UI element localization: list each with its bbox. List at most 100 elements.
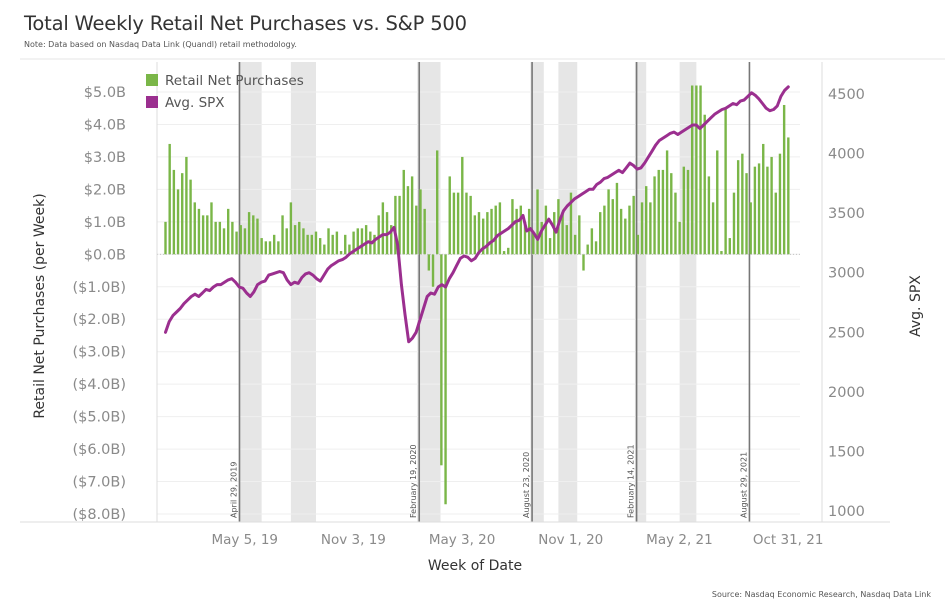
bar <box>745 173 748 255</box>
bar <box>377 215 380 255</box>
bar <box>452 192 456 255</box>
bar <box>645 186 648 255</box>
bar <box>298 221 301 255</box>
bar <box>502 251 506 255</box>
bar <box>599 212 602 255</box>
right-axis-ticks: 4500 4000 3500 3000 2500 2000 1500 1000 <box>828 87 865 520</box>
bar <box>252 215 255 255</box>
shaded-period <box>238 62 262 522</box>
source-note: Source: Nasdaq Economic Research, Nasdaq… <box>711 590 931 599</box>
bar <box>172 169 176 255</box>
bar <box>381 202 385 255</box>
bar <box>586 244 589 255</box>
bar <box>314 231 318 255</box>
bar <box>741 153 744 255</box>
bar <box>352 231 355 255</box>
event-annotation-label: April 29, 2019 <box>229 462 238 518</box>
bar <box>716 150 719 255</box>
bar <box>736 160 740 255</box>
bar <box>406 186 410 255</box>
bar <box>436 150 439 255</box>
bar <box>787 137 790 255</box>
event-annotation-label: August 23, 2020 <box>522 452 531 518</box>
left-tick-label: $3.0B <box>84 150 126 166</box>
left-tick-label: ($8.0B) <box>72 507 126 523</box>
bar <box>628 205 631 255</box>
bar <box>527 208 531 255</box>
bar <box>553 212 556 255</box>
bar <box>243 228 247 255</box>
event-annotation-label: February 19, 2020 <box>409 444 418 518</box>
bar <box>277 241 280 255</box>
bar <box>247 212 251 255</box>
event-lines <box>238 62 751 522</box>
right-tick-label: 4000 <box>828 147 865 163</box>
bar <box>176 189 180 255</box>
x-axis-title: Week of Date <box>428 558 522 574</box>
right-axis-title: Avg. SPX <box>908 275 924 337</box>
bar <box>285 228 288 255</box>
legend: Retail Net Purchases Avg. SPX <box>146 73 304 111</box>
left-tick-label: $4.0B <box>84 117 126 133</box>
left-tick-label: ($7.0B) <box>72 475 126 491</box>
bar <box>762 143 765 255</box>
bar <box>515 208 518 255</box>
bar <box>465 192 468 255</box>
left-tick-label: ($4.0B) <box>72 377 126 393</box>
bar <box>624 218 627 255</box>
bar <box>331 234 334 255</box>
right-tick-label: 3500 <box>828 206 865 222</box>
bar <box>185 156 188 255</box>
bar <box>327 228 330 255</box>
shaded-period <box>530 62 544 522</box>
bar <box>770 156 773 255</box>
bar <box>419 189 422 255</box>
bar <box>749 202 752 255</box>
bar <box>201 215 205 255</box>
bar <box>394 195 397 255</box>
x-tick-label: Oct 31, 21 <box>753 532 824 548</box>
x-tick-label: May 2, 21 <box>646 532 713 548</box>
bar <box>318 238 322 255</box>
bar <box>728 238 731 255</box>
bar <box>444 254 447 505</box>
bar <box>306 234 309 255</box>
bar <box>398 195 401 255</box>
bar <box>231 221 234 255</box>
bar <box>168 143 171 255</box>
left-tick-label: $0.0B <box>84 247 126 263</box>
bar <box>582 254 585 271</box>
bar <box>753 166 757 255</box>
right-tick-label: 3000 <box>828 266 865 282</box>
bar <box>310 234 313 255</box>
bar <box>519 205 522 255</box>
bar <box>164 221 167 255</box>
bar <box>486 212 489 255</box>
bar <box>477 212 481 255</box>
bar <box>603 205 606 255</box>
shaded-period <box>634 62 647 522</box>
bar <box>573 234 577 255</box>
shaded-period <box>290 62 316 522</box>
bar <box>339 251 343 255</box>
bar <box>757 163 761 255</box>
right-tick-label: 1000 <box>828 504 865 520</box>
right-tick-label: 2500 <box>828 325 865 341</box>
bar <box>197 208 201 255</box>
bar <box>578 215 581 255</box>
bar <box>469 195 472 255</box>
bar <box>711 202 715 255</box>
bar <box>222 228 226 255</box>
bar <box>456 192 460 255</box>
bar <box>415 205 418 255</box>
bar <box>268 241 272 255</box>
bar <box>498 202 502 255</box>
chart-title: Total Weekly Retail Net Purchases vs. S&… <box>24 12 467 35</box>
bar <box>260 238 263 255</box>
bar <box>390 225 393 255</box>
bar <box>239 225 242 255</box>
bar <box>640 202 644 255</box>
shaded-period <box>417 62 441 522</box>
x-tick-label: Nov 1, 20 <box>538 532 603 548</box>
bar <box>653 176 656 255</box>
